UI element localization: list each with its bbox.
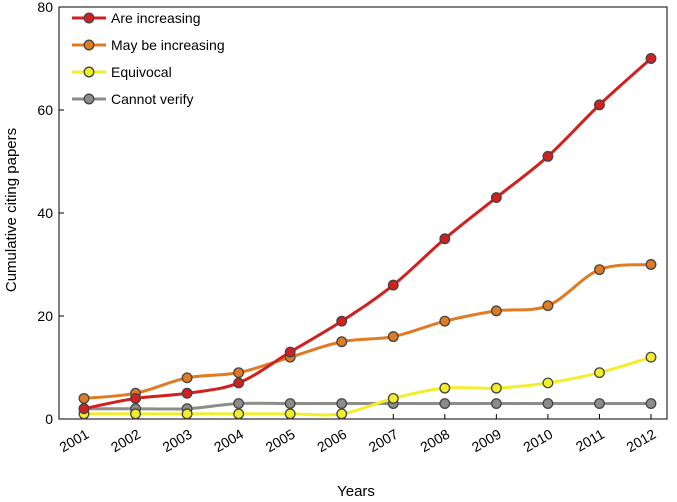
data-point	[645, 259, 657, 270]
y-tick-label: 40	[37, 205, 53, 221]
y-tick-label: 20	[37, 308, 53, 324]
data-point	[387, 392, 399, 404]
x-tick-label: 2009	[469, 426, 504, 456]
legend-item: Are increasing	[72, 10, 201, 26]
data-point	[542, 300, 554, 312]
data-point	[78, 392, 90, 404]
x-tick-label: 2011	[573, 426, 607, 455]
x-tick-label: 2007	[366, 426, 401, 456]
data-point	[439, 398, 451, 410]
series-line	[83, 263, 652, 400]
data-point	[542, 150, 554, 162]
x-tick-label: 2012	[624, 426, 659, 456]
data-point	[594, 367, 605, 379]
series-cannot-verify	[78, 398, 657, 415]
data-point	[645, 398, 657, 410]
x-tick-label: 2008	[417, 426, 452, 456]
data-point	[181, 372, 193, 384]
data-point	[233, 367, 245, 379]
data-point	[490, 382, 502, 394]
legend-swatch-marker	[83, 66, 95, 78]
data-point	[490, 398, 502, 410]
data-point	[490, 305, 502, 317]
x-tick-label: 2003	[160, 426, 195, 456]
data-point	[542, 377, 554, 389]
y-axis-title: Cumulative citing papers	[3, 128, 20, 292]
data-point	[284, 346, 296, 358]
series-may-be-increasing	[78, 259, 657, 404]
data-point	[336, 336, 348, 348]
data-point	[439, 233, 451, 245]
data-point	[336, 398, 348, 410]
data-point	[233, 398, 245, 410]
data-point	[233, 408, 245, 420]
data-point	[645, 351, 657, 363]
data-point	[542, 398, 554, 410]
x-tick-label: 2005	[263, 426, 298, 456]
data-point	[284, 398, 296, 410]
legend-swatch-marker	[83, 93, 95, 105]
legend-label: Are increasing	[111, 10, 201, 26]
x-axis-title: Years	[337, 483, 375, 500]
series-layer	[78, 53, 657, 420]
legend-item: Cannot verify	[72, 91, 193, 107]
legend-swatch-marker	[83, 12, 95, 24]
legend-label: Cannot verify	[111, 91, 193, 107]
series-are-increasing	[78, 53, 657, 415]
data-point	[594, 398, 605, 410]
y-tick-label: 80	[37, 0, 53, 15]
data-point	[130, 392, 141, 404]
data-point	[439, 315, 451, 327]
legend-label: May be increasing	[111, 37, 225, 53]
x-tick-label: 2001	[57, 426, 92, 456]
data-point	[233, 377, 245, 389]
data-point	[181, 387, 193, 399]
legend: Are increasing May be increasing Equivocal…	[72, 10, 225, 107]
data-point	[181, 408, 193, 420]
x-tick-label: 2010	[520, 426, 555, 456]
data-point	[284, 408, 296, 420]
data-point	[336, 315, 348, 327]
legend-label: Equivocal	[111, 64, 172, 80]
x-tick-label: 2006	[314, 426, 349, 456]
y-tick-label: 60	[37, 102, 53, 118]
data-point	[490, 192, 502, 204]
legend-item: Equivocal	[72, 64, 172, 80]
x-tick-label: 2004	[211, 426, 246, 456]
data-point	[387, 279, 399, 291]
series-equivocal	[78, 351, 657, 420]
data-point	[387, 331, 399, 343]
data-point	[594, 264, 605, 276]
data-point	[78, 403, 90, 415]
data-point	[645, 53, 657, 64]
x-tick-label: 2002	[108, 426, 143, 456]
legend-item: May be increasing	[72, 37, 225, 53]
data-point	[594, 99, 605, 111]
series-line	[83, 57, 653, 411]
series-line	[84, 355, 652, 417]
data-point	[439, 382, 451, 394]
data-point	[336, 408, 348, 420]
y-tick-label: 0	[45, 411, 53, 427]
legend-swatch-marker	[83, 39, 95, 51]
data-point	[130, 408, 141, 420]
